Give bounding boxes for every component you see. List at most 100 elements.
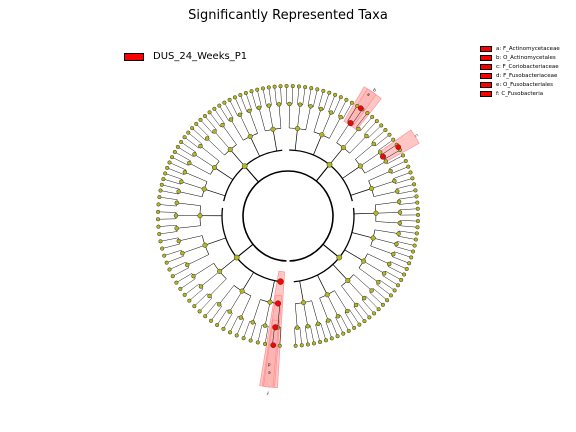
branch-line [299,280,304,303]
branch-line [371,180,395,189]
branch-line [384,149,401,160]
taxon-node [370,114,375,120]
branch-line [378,139,394,151]
taxon-node [414,194,419,199]
taxon-node [263,341,268,347]
clade-swatch [480,45,492,52]
branch-line [264,326,269,344]
taxon-node [234,333,239,338]
taxon-node [326,161,333,168]
branch-line [178,235,203,242]
branch-line [398,236,416,240]
taxon-node [278,84,283,89]
taxon-node [207,110,212,115]
taxon-node [364,133,369,139]
taxon-node [335,334,340,339]
taxon-node [217,103,222,108]
branch-line [322,243,340,258]
taxon-node [386,261,392,267]
taxon-node [327,90,332,95]
clade-legend-item-a: a: F_Actinomycetaceae [480,44,560,53]
branch-line [364,161,386,174]
branch-line [194,154,215,168]
taxon-node [407,261,412,266]
branch-line [257,324,263,343]
taxon-node [381,271,387,276]
branch-line [319,298,329,321]
branch-line [241,272,254,292]
branch-line [363,260,385,274]
taxon-node [238,315,244,320]
taxon-node [383,127,388,133]
taxon-node [362,319,367,324]
taxon-node [408,170,413,175]
taxon-node [349,100,354,105]
branch-line [357,303,370,318]
clade-swatch [480,81,492,88]
taxon-node [376,280,381,285]
branch-line [370,245,394,255]
taxon-node [409,255,414,260]
branch-line [392,256,410,264]
branch-line [256,89,262,108]
taxon-node [335,313,341,319]
branch-line [399,208,418,210]
branch-line [230,119,244,141]
taxon-node [361,295,367,301]
branch-line [329,117,341,139]
branch-line [362,299,375,314]
taxon-node [241,336,246,341]
branch-line [167,167,185,175]
branch-line [399,225,418,228]
taxon-node [160,246,165,251]
taxon-node [323,338,328,343]
branch-line [318,90,324,109]
branch-line [313,108,322,132]
branch-line [279,327,282,346]
taxon-node [345,308,350,314]
branch-line [311,300,319,324]
branch-line [330,319,338,337]
taxon-node [376,307,381,312]
significant-node [277,278,284,285]
branch-line [353,274,372,291]
taxon-node [338,114,343,120]
branch-line [176,202,201,206]
taxon-node [299,343,304,348]
taxon-node [187,298,192,303]
branch-line [210,306,222,321]
taxon-node [415,219,420,224]
branch-line [360,152,381,167]
taxon-node [399,277,404,283]
taxon-node [163,171,168,176]
branch-line [184,283,200,296]
taxon-node [173,213,179,218]
branch-line [230,149,245,167]
taxon-node [284,83,289,89]
taxon-node [239,288,245,294]
taxon-node [241,163,248,170]
taxon-node [182,169,188,175]
taxon-node [180,250,185,256]
clade-label: b: O_Actinomycetales [496,54,556,61]
taxon-node [367,315,372,320]
taxon-node [380,302,385,307]
taxon-node [211,165,218,171]
taxon-node [413,237,418,242]
branch-line [200,119,213,134]
taxon-node [250,320,256,325]
taxon-node [197,213,203,219]
taxon-node [248,338,253,343]
taxon-node [192,152,197,157]
taxon-node [338,95,343,100]
branch-line [374,229,399,234]
branch-line [336,122,351,143]
taxon-node [412,182,417,187]
clade-legend-item-c: c: F_Coriobacteriaceae [480,62,560,71]
taxon-node [247,108,252,114]
branch-line [158,211,177,213]
branch-line [229,316,239,333]
branch-line [342,165,361,179]
branch-line [375,212,400,214]
branch-line [164,249,182,256]
